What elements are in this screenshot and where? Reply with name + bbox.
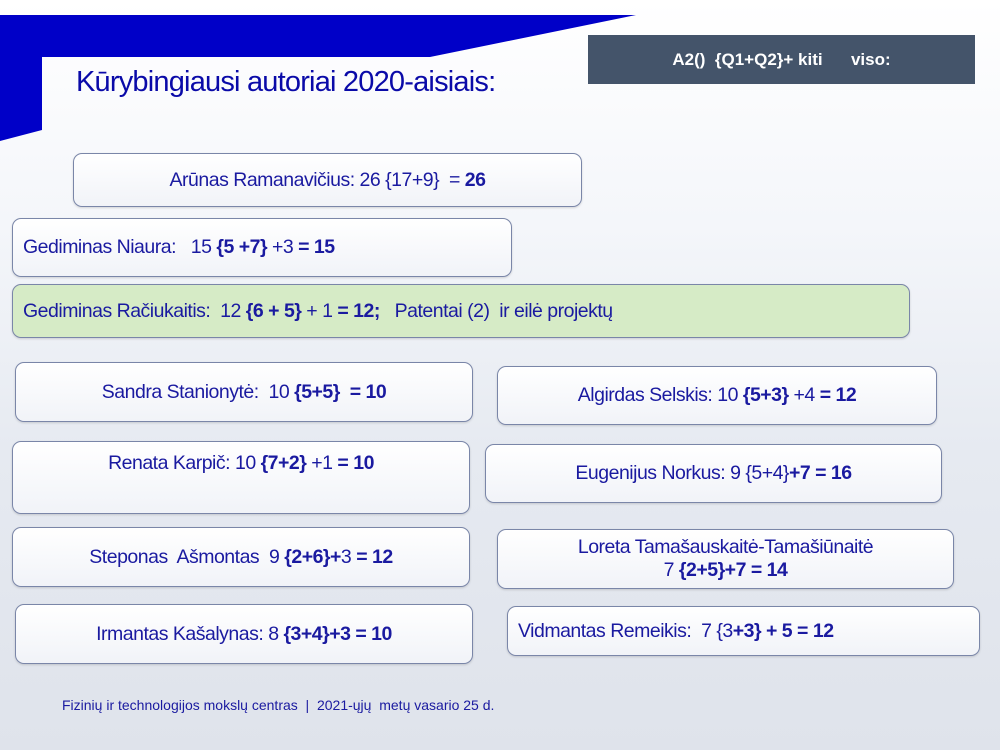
score-text: +3 xyxy=(267,236,299,258)
score-bold-text: {5+5} = 10 xyxy=(294,380,387,403)
author-box-irmantas-kasalynas: Irmantas Kašalynas: 8 {3+4}+3 = 10 xyxy=(15,604,473,664)
author-box-arunas-ramanavicius: Arūnas Ramanavičius: 26 {17+9} = 26 xyxy=(73,153,582,207)
author-line: Renata Karpič: 10 {7+2} +1 = 10 xyxy=(108,452,374,475)
author-line: Vidmantas Remeikis: 7 {3+3} + 5 = 12 xyxy=(518,620,834,643)
author-box-steponas-asmontas: Steponas Ašmontas 9 {2+6}+3 = 12 xyxy=(12,527,470,587)
author-box-renata-karpic: Renata Karpič: 10 {7+2} +1 = 10 xyxy=(12,441,470,514)
author-box-gediminas-raciukaitis: Gediminas Račiukaitis: 12 {6 + 5} + 1 = … xyxy=(12,284,910,338)
score-text: Gediminas Niaura: 15 xyxy=(23,236,217,258)
score-bold-text: = 12 xyxy=(819,384,857,406)
score-text: Loreta Tamašauskaitė-Tamašiūnaitė xyxy=(577,536,874,558)
score-text: Patentai (2) ir eilė projektų xyxy=(379,299,614,322)
slide-footer: Fizinių ir technologijos mokslų centras … xyxy=(62,697,495,713)
author-line: Gediminas Račiukaitis: 12 {6 + 5} + 1 = … xyxy=(23,300,613,323)
author-box-gediminas-niaura: Gediminas Niaura: 15 {5 +7} +3 = 15 xyxy=(12,218,512,277)
slide-title: Kūrybingiausi autoriai 2020-aisiais: xyxy=(76,66,496,98)
score-bold-text: {6 + 5} xyxy=(245,299,302,322)
score-text: +1 xyxy=(306,452,338,474)
score-text: 7 xyxy=(663,559,679,581)
score-text: Algirdas Selskis: 10 xyxy=(577,384,743,406)
author-line: Loreta Tamašauskaitė-Tamašiūnaitė xyxy=(577,536,874,559)
author-line: Eugenijus Norkus: 9 {5+4}+7 = 16 xyxy=(575,462,852,485)
author-line: 7 {2+5}+7 = 14 xyxy=(664,559,788,582)
score-text: 3 xyxy=(340,545,357,568)
score-text: Irmantas Kašalynas: 8 xyxy=(96,622,284,645)
score-bold-text: {5 +7} xyxy=(216,236,268,258)
author-line: Arūnas Ramanavičius: 26 {17+9} = 26 xyxy=(170,169,486,192)
score-text: Arūnas Ramanavičius: 26 {17+9} = xyxy=(169,168,465,191)
legend-box: A2() {Q1+Q2}+ kiti viso: xyxy=(588,35,975,84)
score-bold-text: {5+3} xyxy=(742,384,789,406)
score-bold-text: 26 xyxy=(464,168,486,191)
score-text: + 1 xyxy=(301,299,338,322)
author-line: Algirdas Selskis: 10 {5+3} +4 = 12 xyxy=(577,384,857,407)
author-line: Gediminas Niaura: 15 {5 +7} +3 = 15 xyxy=(23,236,335,259)
score-bold-text: {3+4}+3 = 10 xyxy=(283,622,392,645)
author-box-sandra-stanionyte: Sandra Stanionytė: 10 {5+5} = 10 xyxy=(15,362,473,422)
author-line: Irmantas Kašalynas: 8 {3+4}+3 = 10 xyxy=(96,623,392,646)
score-text: Eugenijus Norkus: 9 {5+4} xyxy=(575,462,789,484)
author-line: Steponas Ašmontas 9 {2+6}+3 = 12 xyxy=(89,545,393,569)
score-bold-text: = 10 xyxy=(337,452,374,474)
score-text: Vidmantas Remeikis: 7 {3 xyxy=(518,619,733,642)
score-bold-text: +7 = 16 xyxy=(788,462,852,484)
header-decoration xyxy=(0,15,636,141)
score-bold-text: {7+2} xyxy=(260,452,307,474)
author-line: Sandra Stanionytė: 10 {5+5} = 10 xyxy=(101,380,387,404)
score-text: Renata Karpič: 10 xyxy=(108,452,261,474)
author-box-eugenijus-norkus: Eugenijus Norkus: 9 {5+4}+7 = 16 xyxy=(485,444,942,503)
score-bold-text: +3} + 5 = 12 xyxy=(732,619,834,642)
score-text: Sandra Stanionytė: 10 xyxy=(101,380,295,403)
score-text: Gediminas Račiukaitis: 12 xyxy=(23,299,246,322)
score-bold-text: {2+5}+7 = 14 xyxy=(678,559,788,581)
score-bold-text: {2+6}+ xyxy=(284,545,341,568)
score-bold-text: = 15 xyxy=(298,236,335,258)
score-bold-text: = 12 xyxy=(356,545,393,568)
score-text: +4 xyxy=(788,384,820,406)
score-bold-text: = 12; xyxy=(337,299,380,322)
author-box-loreta-tamasauskaite: Loreta Tamašauskaitė-Tamašiūnaitė 7 {2+5}… xyxy=(497,529,954,589)
score-text: Steponas Ašmontas 9 xyxy=(89,545,285,568)
author-box-algirdas-selskis: Algirdas Selskis: 10 {5+3} +4 = 12 xyxy=(497,366,937,425)
author-box-vidmantas-remeikis: Vidmantas Remeikis: 7 {3+3} + 5 = 12 xyxy=(507,606,980,656)
blue-banner-shape xyxy=(0,15,636,141)
